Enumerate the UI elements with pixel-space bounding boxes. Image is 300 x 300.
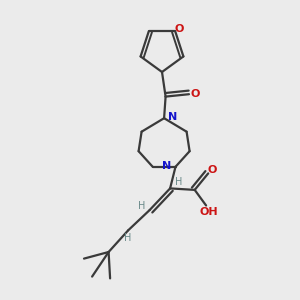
Text: OH: OH: [199, 207, 218, 217]
Text: N: N: [168, 112, 177, 122]
Text: N: N: [163, 160, 172, 171]
Text: O: O: [207, 165, 217, 175]
Text: H: H: [138, 201, 145, 211]
Text: H: H: [124, 233, 132, 243]
Text: H: H: [176, 177, 183, 187]
Text: O: O: [191, 89, 200, 99]
Text: O: O: [174, 24, 184, 34]
